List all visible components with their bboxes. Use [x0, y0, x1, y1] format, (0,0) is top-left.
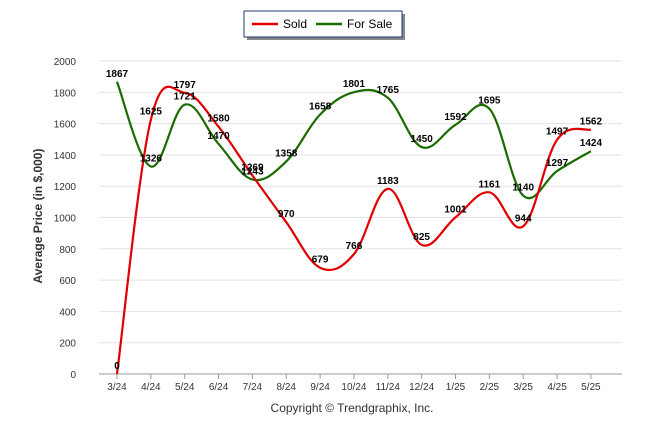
x-tick-label: 3/24 [107, 382, 127, 393]
sold-data-label: 825 [413, 232, 430, 243]
for-sale-data-label: 1140 [512, 183, 534, 194]
y-axis-ticks: 0 200 400 600 800 1000 1200 1400 1600 1800 2000 [54, 57, 77, 381]
x-tick-label: 6/24 [209, 382, 229, 393]
y-tick-label: 1400 [54, 151, 77, 162]
y-tick-label: 1800 [54, 88, 77, 99]
for-sale-data-label: 1450 [411, 134, 434, 145]
for-sale-data-label: 1297 [546, 158, 569, 169]
x-tick-label: 5/25 [581, 382, 601, 393]
copyright-footer: Copyright © Trendgraphix, Inc. [271, 401, 434, 415]
for-sale-data-label: 1424 [580, 138, 603, 149]
x-tick-label: 4/24 [141, 382, 161, 393]
grid [99, 60, 622, 344]
legend-forsale-label: For Sale [347, 17, 393, 31]
for-sale-series-line [115, 81, 592, 200]
x-tick-label: 12/24 [409, 382, 434, 393]
x-tick-label: 8/24 [277, 382, 297, 393]
y-tick-label: 2000 [54, 57, 77, 68]
for-sale-data-label: 1721 [174, 92, 197, 103]
for-sale-data-label: 1358 [275, 148, 298, 159]
x-tick-label: 5/24 [175, 382, 195, 393]
for-sale-data-label: 1658 [309, 102, 332, 113]
sold-data-label: 1269 [241, 162, 264, 173]
sold-data-label: 679 [312, 255, 329, 266]
y-tick-label: 1200 [54, 182, 77, 193]
x-tick-label: 2/25 [480, 382, 500, 393]
for-sale-data-label: 1592 [444, 112, 467, 123]
x-tick-label: 3/25 [513, 382, 533, 393]
sold-data-label: 1183 [377, 176, 399, 187]
for-sale-data-label: 1470 [207, 131, 230, 142]
sold-data-label: 1497 [546, 127, 569, 138]
x-tick-label: 9/24 [310, 382, 330, 393]
sold-data-label: 1580 [207, 114, 230, 125]
data-labels: 0 1625 1797 1580 1269 970 679 766 1183 825 1001 116… [106, 69, 603, 372]
x-tick-label: 7/24 [243, 382, 263, 393]
for-sale-data-label: 1765 [377, 85, 400, 96]
x-tick-label: 4/25 [547, 382, 567, 393]
x-axis-ticks: 3/24 4/24 5/24 6/24 7/24 8/24 9/24 10/24 11/24 12… [107, 374, 601, 393]
sold-data-label: 1797 [174, 80, 197, 91]
for-sale-data-label: 1695 [478, 96, 501, 107]
sold-data-label: 1001 [444, 204, 467, 215]
y-tick-label: 600 [59, 276, 76, 287]
y-axis-title: Average Price (in $,000) [31, 149, 45, 284]
sold-data-label: 1562 [580, 117, 603, 128]
legend-sold-label: Sold [283, 17, 307, 31]
sold-data-label: 1625 [140, 107, 163, 118]
y-tick-label: 800 [59, 245, 76, 256]
sold-data-label: 0 [114, 361, 120, 372]
sold-data-label: 944 [515, 213, 532, 224]
sold-series-line [115, 85, 592, 375]
y-tick-label: 1600 [54, 120, 77, 131]
series [115, 81, 592, 375]
x-tick-label: 1/25 [446, 382, 466, 393]
y-tick-label: 1000 [54, 214, 77, 225]
for-sale-data-label: 1867 [106, 69, 129, 80]
sold-data-label: 970 [278, 209, 295, 220]
sold-data-label: 766 [346, 241, 363, 252]
y-tick-label: 200 [59, 339, 76, 350]
y-tick-label: 0 [70, 370, 76, 381]
for-sale-data-label: 1243 [241, 166, 264, 177]
x-tick-label: 11/24 [376, 382, 401, 393]
for-sale-data-label: 1801 [343, 79, 366, 90]
for-sale-data-label: 1326 [140, 153, 163, 164]
legend[interactable]: Sold For Sale [243, 10, 405, 40]
x-tick-label: 10/24 [341, 382, 366, 393]
sold-data-label: 1161 [478, 179, 500, 190]
y-tick-label: 400 [59, 307, 76, 318]
